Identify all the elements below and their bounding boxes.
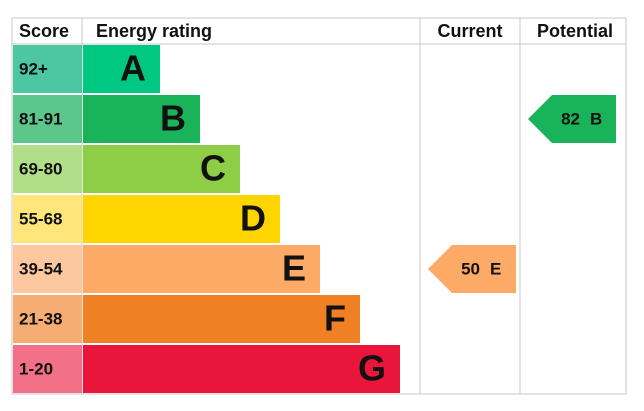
header: Energy rating [96, 21, 212, 41]
rating-bar [83, 245, 320, 293]
score-label: 39-54 [19, 259, 63, 278]
header: Current [437, 21, 502, 41]
rating-letter: E [282, 248, 306, 289]
rating-letter: C [200, 148, 226, 189]
score-cell [13, 45, 82, 93]
current-value: 50 [461, 259, 480, 278]
score-label: 1-20 [19, 359, 53, 378]
score-label: 21-38 [19, 309, 62, 328]
rating-bar [83, 295, 360, 343]
score-cell [13, 195, 82, 243]
rating-bar [83, 95, 200, 143]
rating-bar [83, 45, 160, 93]
current-arrow [428, 245, 516, 293]
score-cell [13, 245, 82, 293]
rating-letter: A [120, 48, 146, 89]
rating-letter: B [160, 98, 186, 139]
header: Potential [537, 21, 613, 41]
score-cell [13, 295, 82, 343]
score-cell [13, 145, 82, 193]
rating-bar [83, 195, 280, 243]
current-letter: E [490, 259, 501, 278]
potential-value: 82 [561, 109, 580, 128]
header: Score [19, 21, 69, 41]
rating-bar [83, 345, 400, 393]
score-label: 55-68 [19, 209, 62, 228]
rating-letter: D [240, 198, 266, 239]
score-label: 92+ [19, 59, 48, 78]
potential-arrow [528, 95, 616, 143]
rating-letter: F [324, 298, 346, 339]
score-label: 69-80 [19, 159, 62, 178]
rating-bar [83, 145, 240, 193]
rating-letter: G [358, 348, 386, 389]
score-label: 81-91 [19, 109, 62, 128]
score-cell [13, 345, 82, 393]
score-cell [13, 95, 82, 143]
potential-letter: B [590, 109, 602, 128]
